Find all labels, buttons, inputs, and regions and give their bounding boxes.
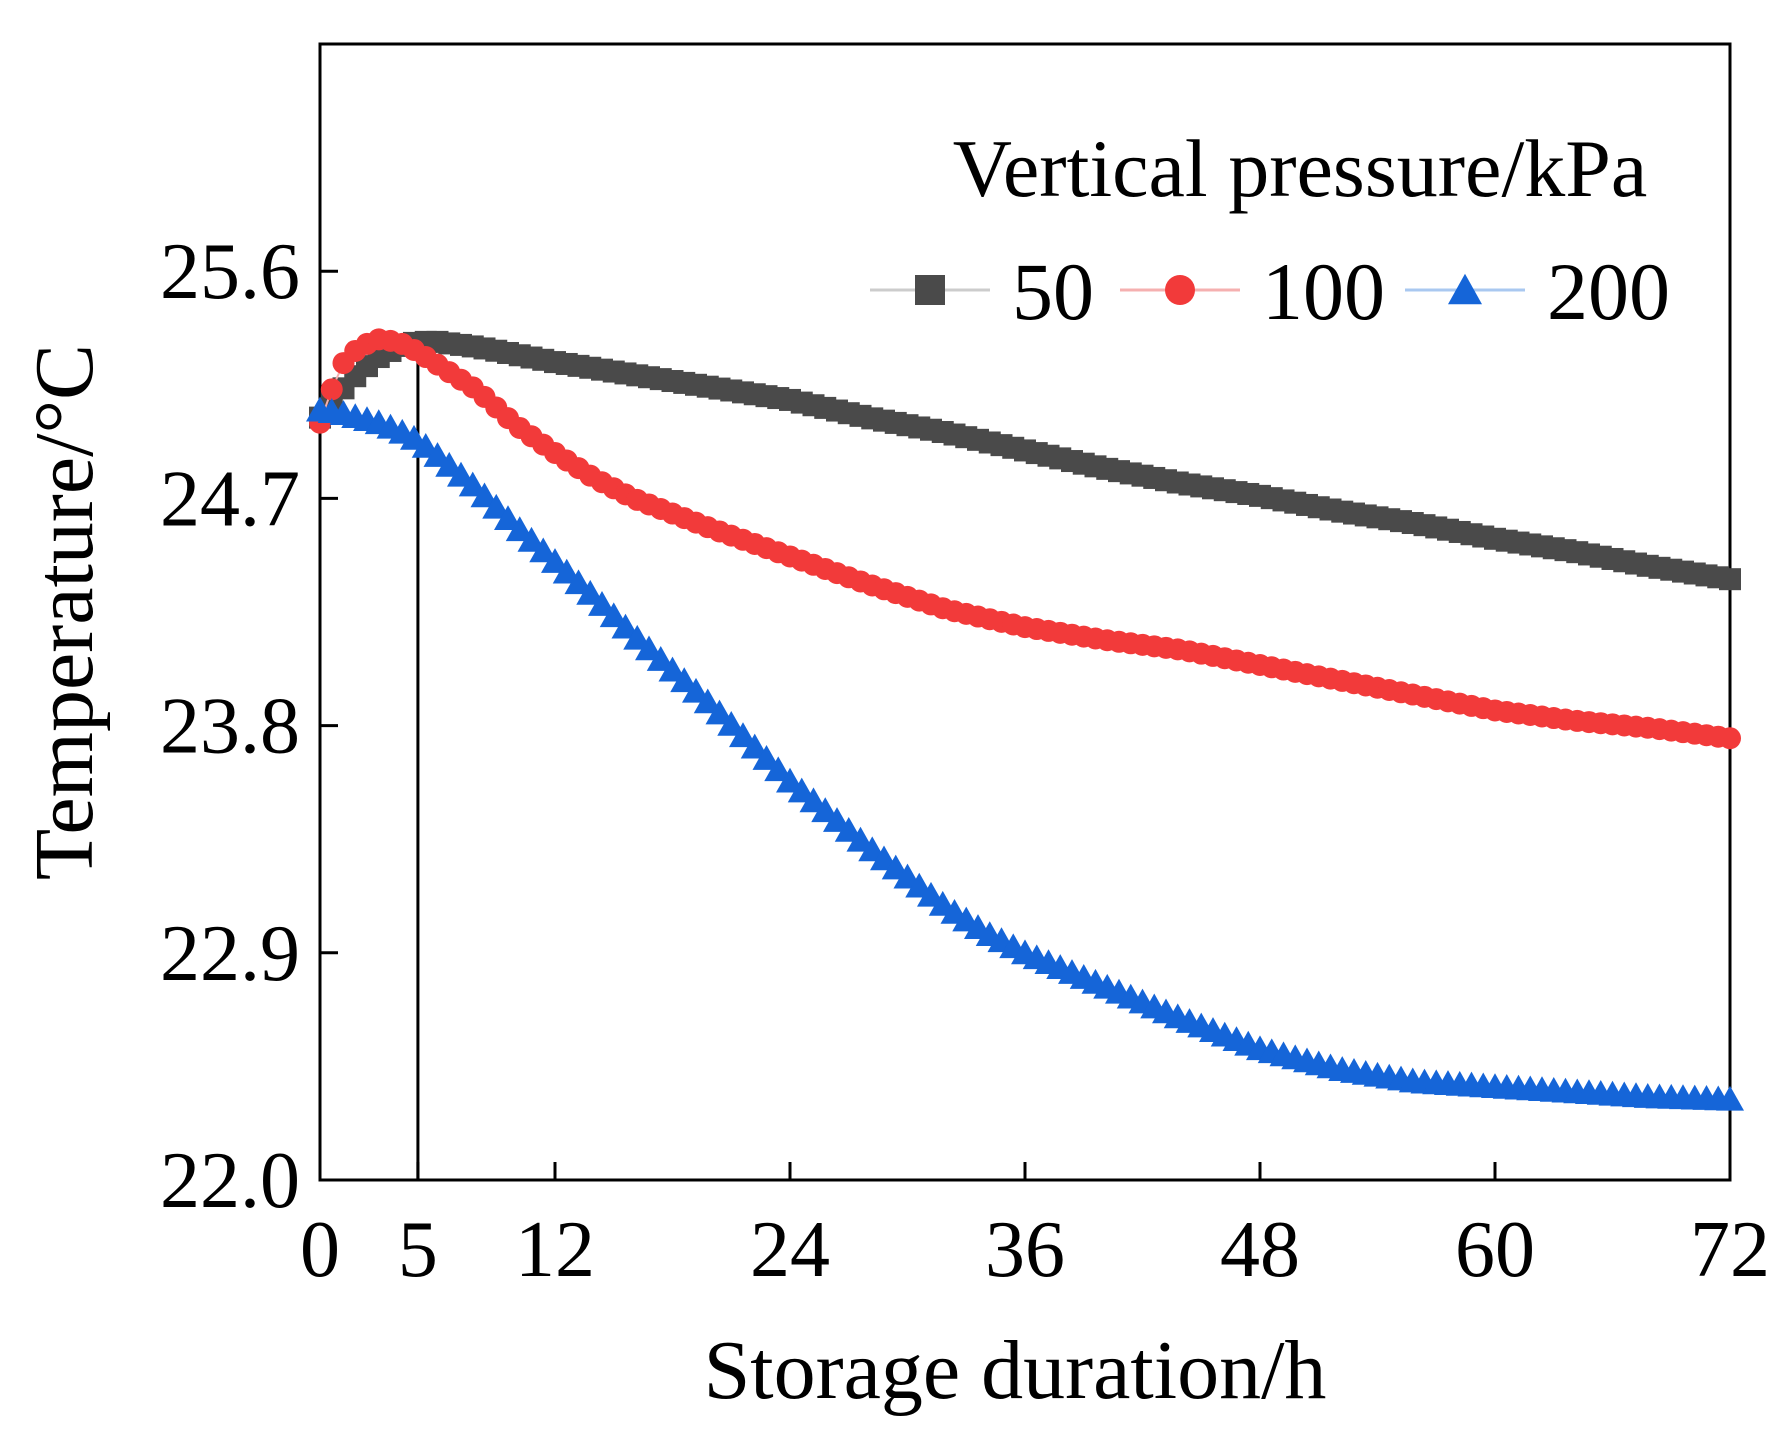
legend-label: 50 — [1012, 246, 1094, 337]
data-point-200 — [494, 505, 522, 530]
data-point-200 — [576, 579, 605, 605]
data-point-200 — [517, 526, 546, 552]
data-point-200 — [470, 482, 499, 508]
data-point-200 — [682, 677, 710, 703]
data-point-200 — [505, 516, 534, 542]
x-tick-label: 12 — [515, 1206, 595, 1294]
data-point-200 — [482, 493, 511, 519]
data-point-200 — [764, 756, 793, 782]
axes-layer: 0 5 12 24 36 48 60 72 22.0 22.9 23.8 24.7 25.6 — [160, 42, 1770, 1294]
series-50 — [309, 330, 1741, 591]
y-tick-label: 22.0 — [160, 1137, 300, 1225]
data-point-200 — [670, 667, 699, 693]
data-point-200 — [635, 635, 663, 661]
x-tick-label: 0 — [300, 1206, 340, 1294]
data-point-200 — [705, 699, 734, 725]
data-point-200 — [693, 688, 722, 714]
data-point-200 — [752, 745, 781, 770]
data-point-200 — [717, 710, 746, 736]
y-tick-label: 25.6 — [160, 228, 300, 316]
data-point-200 — [458, 471, 487, 497]
legend: Vertical pressure/kPa 50 100 200 — [870, 123, 1670, 337]
data-point-200 — [529, 537, 558, 563]
x-tick-label: 36 — [985, 1206, 1065, 1294]
x-tick-label: 60 — [1455, 1206, 1535, 1294]
x-tick-label: 72 — [1690, 1206, 1770, 1294]
legend-label: 100 — [1262, 246, 1385, 337]
legend-title: Vertical pressure/kPa — [953, 123, 1647, 214]
x-tick-label: 5 — [398, 1206, 438, 1294]
y-tick-label: 23.8 — [160, 683, 300, 771]
series-layer — [306, 328, 1744, 1111]
data-point-200 — [623, 624, 652, 650]
data-point-200 — [646, 646, 675, 671]
data-point-200 — [740, 733, 769, 759]
series-line-200 — [319, 409, 1731, 1101]
data-point-200 — [552, 558, 581, 584]
legend-marker — [915, 275, 945, 305]
x-tick-label: 24 — [750, 1206, 830, 1294]
x-axis-title: Storage duration/h — [704, 1324, 1327, 1417]
legend-entry-50: 50 — [870, 246, 1094, 337]
legend-marker — [1165, 275, 1195, 305]
data-point-200 — [564, 569, 593, 595]
data-point-200 — [599, 602, 628, 628]
legend-marker — [1448, 273, 1482, 305]
y-tick-label: 22.9 — [160, 910, 300, 998]
data-point-100 — [320, 378, 343, 401]
data-point-200 — [729, 722, 757, 748]
series-200 — [306, 396, 1744, 1111]
plot-frame — [318, 42, 1732, 1182]
series-100 — [309, 328, 1741, 750]
legend-entry-100: 100 — [1120, 246, 1385, 337]
data-point-200 — [611, 613, 640, 639]
data-point-200 — [588, 591, 616, 616]
data-point-50 — [1719, 568, 1741, 591]
data-point-200 — [658, 656, 687, 682]
legend-entry-200: 200 — [1405, 246, 1670, 337]
data-point-200 — [541, 548, 569, 573]
data-point-100 — [1719, 727, 1741, 750]
data-point-200 — [1716, 1085, 1744, 1111]
legend-label: 200 — [1547, 246, 1670, 337]
y-tick-label: 24.7 — [160, 455, 300, 543]
y-axis-title: Temperature/°C — [18, 344, 111, 880]
x-tick-label: 48 — [1220, 1206, 1300, 1294]
